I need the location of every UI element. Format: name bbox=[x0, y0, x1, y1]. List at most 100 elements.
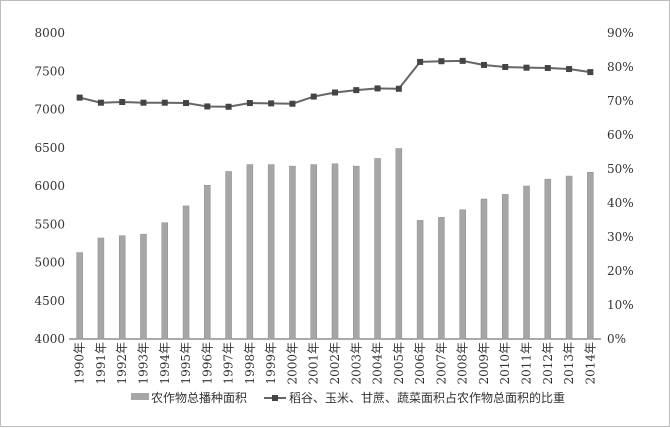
line-point bbox=[246, 100, 253, 107]
x-tick-label: 2014年 bbox=[583, 342, 597, 385]
y-right-tick-label: 80% bbox=[607, 60, 634, 74]
y-right-tick-label: 60% bbox=[607, 128, 634, 142]
line-point bbox=[480, 61, 487, 68]
line-point bbox=[587, 69, 594, 76]
line-point bbox=[417, 58, 424, 65]
x-tick-label: 2000年 bbox=[285, 342, 299, 385]
bar bbox=[523, 185, 530, 340]
bar bbox=[246, 164, 254, 340]
x-tick-label: 2003年 bbox=[349, 342, 363, 385]
line-point bbox=[268, 100, 275, 107]
y-right-axis: 0% 10% 20% 30% 40% 50% 60% 70% 80% 90% bbox=[607, 26, 634, 346]
x-tick-label: 2012年 bbox=[541, 342, 555, 385]
bar bbox=[289, 165, 296, 340]
legend-bar-label: 农作物总播种面积 bbox=[151, 391, 247, 405]
y-right-tick-label: 50% bbox=[607, 162, 634, 176]
x-tick-label: 2002年 bbox=[328, 342, 342, 385]
x-tick-label: 1995年 bbox=[179, 342, 193, 385]
bar bbox=[76, 252, 83, 340]
legend-bar-swatch bbox=[131, 393, 149, 400]
bar-series bbox=[76, 148, 594, 340]
y-left-tick-label: 5500 bbox=[34, 217, 65, 231]
y-left-tick-label: 8000 bbox=[34, 26, 65, 40]
x-tick-label: 1992年 bbox=[115, 342, 129, 385]
x-tick-label: 1998年 bbox=[243, 342, 257, 385]
y-right-tick-label: 70% bbox=[607, 94, 634, 108]
line-point bbox=[161, 99, 168, 106]
x-tick-label: 2010年 bbox=[498, 342, 512, 385]
line-point bbox=[140, 99, 147, 106]
line-point bbox=[566, 66, 573, 73]
bar bbox=[480, 198, 488, 340]
line-point bbox=[76, 94, 83, 101]
y-right-tick-label: 20% bbox=[607, 264, 634, 278]
line-point bbox=[97, 99, 104, 106]
y-left-tick-label: 7500 bbox=[34, 64, 65, 78]
x-tick-label: 2011年 bbox=[520, 342, 534, 385]
y-left-tick-label: 6500 bbox=[34, 141, 65, 155]
bar bbox=[438, 217, 445, 340]
y-right-tick-label: 90% bbox=[607, 26, 634, 40]
bar bbox=[501, 194, 509, 340]
x-tick-label: 2005年 bbox=[392, 342, 406, 385]
legend-line-marker bbox=[272, 395, 278, 401]
x-tick-label: 2006年 bbox=[413, 342, 427, 385]
line-point bbox=[289, 100, 296, 107]
x-tick-label: 1999年 bbox=[264, 342, 278, 385]
x-tick-label: 1997年 bbox=[222, 342, 236, 385]
line-point bbox=[395, 85, 402, 92]
bar bbox=[565, 175, 573, 340]
bar bbox=[97, 237, 105, 340]
line-point bbox=[332, 89, 338, 96]
bar bbox=[140, 233, 147, 340]
y-right-tick-label: 0% bbox=[607, 332, 626, 346]
bar bbox=[267, 164, 275, 340]
x-tick-label: 2009年 bbox=[477, 342, 491, 385]
line-point bbox=[204, 103, 211, 110]
bar bbox=[459, 209, 466, 340]
x-tick-label: 2013年 bbox=[562, 342, 576, 385]
y-left-tick-label: 6000 bbox=[34, 179, 65, 193]
line-point bbox=[374, 85, 381, 92]
line-point bbox=[438, 58, 445, 65]
y-right-tick-label: 10% bbox=[607, 298, 634, 312]
bar bbox=[310, 164, 317, 340]
bar bbox=[587, 171, 594, 340]
line-point bbox=[544, 65, 551, 72]
bar bbox=[204, 184, 211, 340]
bar bbox=[395, 148, 403, 340]
y-right-tick-label: 30% bbox=[607, 230, 634, 244]
x-tick-label: 2008年 bbox=[456, 342, 470, 385]
x-axis: 1990年 1991年 1992年 1993年 1994年 1995年 1996年 1997年… bbox=[73, 342, 598, 385]
bar bbox=[416, 220, 424, 340]
x-tick-label: 2001年 bbox=[307, 342, 321, 385]
y-left-tick-label: 4000 bbox=[34, 332, 65, 346]
bar bbox=[374, 158, 381, 340]
bar bbox=[544, 178, 552, 340]
legend-line-label: 稻谷、玉米、甘蔗、蔬菜面积占农作物总面积的比重 bbox=[289, 390, 565, 405]
x-tick-label: 2007年 bbox=[434, 342, 448, 385]
line-point bbox=[459, 57, 466, 64]
line-series bbox=[76, 57, 594, 110]
x-tick-label: 1994年 bbox=[158, 342, 172, 385]
bar bbox=[182, 205, 190, 340]
y-right-tick-label: 40% bbox=[607, 196, 634, 210]
x-tick-label: 1990年 bbox=[73, 342, 87, 385]
y-left-tick-label: 7000 bbox=[34, 103, 65, 117]
line-point bbox=[353, 87, 360, 94]
line-point bbox=[225, 103, 232, 110]
line-point bbox=[183, 100, 190, 107]
y-left-axis: 4000 4500 5000 5500 6000 6500 7000 7500 8000 bbox=[34, 26, 65, 346]
bar bbox=[225, 171, 232, 340]
y-left-tick-label: 4500 bbox=[34, 294, 65, 308]
bar bbox=[353, 165, 360, 340]
bar bbox=[161, 222, 169, 340]
bar bbox=[118, 235, 126, 340]
line-point bbox=[502, 64, 509, 70]
series-line bbox=[79, 59, 591, 108]
line-point bbox=[119, 99, 126, 106]
x-tick-label: 1991年 bbox=[94, 342, 108, 385]
x-tick-label: 1996年 bbox=[200, 342, 214, 385]
legend: 农作物总播种面积 稻谷、玉米、甘蔗、蔬菜面积占农作物总面积的比重 bbox=[131, 390, 565, 405]
